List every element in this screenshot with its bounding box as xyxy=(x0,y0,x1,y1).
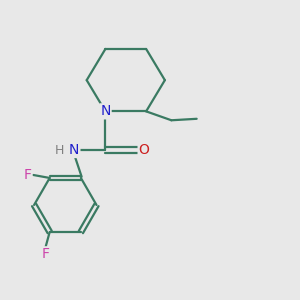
Text: N: N xyxy=(69,143,80,157)
Text: O: O xyxy=(139,143,149,157)
Text: N: N xyxy=(100,104,111,118)
Text: F: F xyxy=(23,168,32,182)
Text: H: H xyxy=(55,143,64,157)
Text: F: F xyxy=(41,247,49,261)
